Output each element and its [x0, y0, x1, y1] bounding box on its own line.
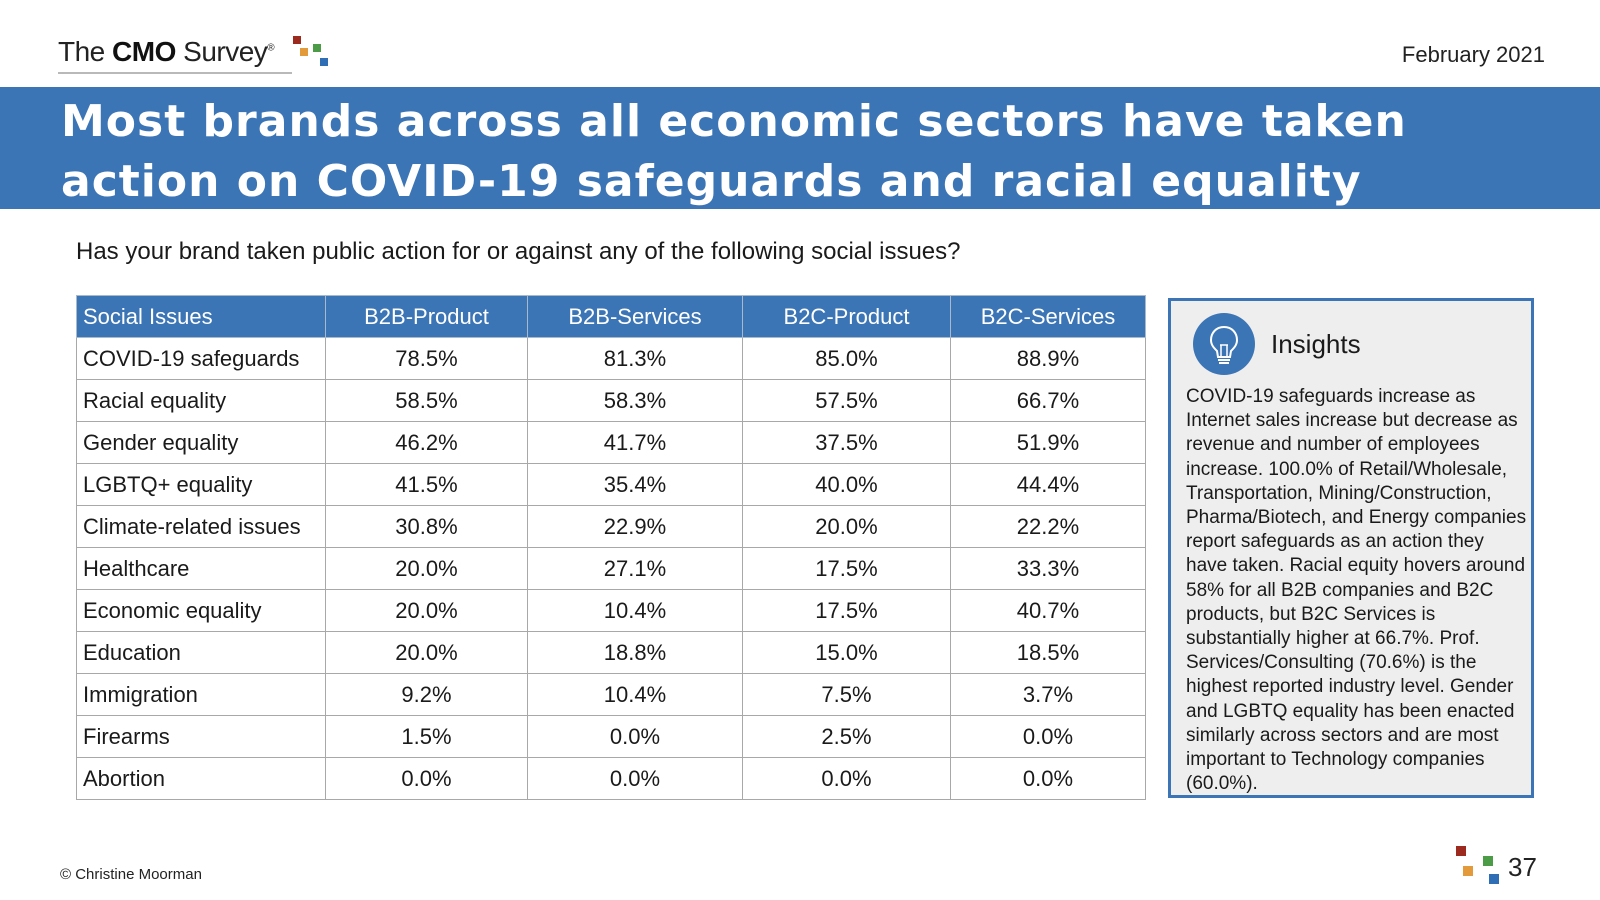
cell-b2c-services: 0.0%: [950, 757, 1146, 800]
table-row: Climate-related issues 30.8% 22.9% 20.0%…: [76, 505, 1146, 548]
table-row: Racial equality 58.5% 58.3% 57.5% 66.7%: [76, 379, 1146, 422]
cell-b2b-services: 81.3%: [527, 337, 743, 380]
cell-b2b-product: 20.0%: [325, 547, 528, 590]
table-row: Firearms 1.5% 0.0% 2.5% 0.0%: [76, 715, 1146, 758]
cell-b2c-product: 0.0%: [742, 757, 951, 800]
cell-b2b-product: 30.8%: [325, 505, 528, 548]
cell-b2c-services: 88.9%: [950, 337, 1146, 380]
footer-square-blue: [1489, 874, 1499, 884]
cell-b2c-product: 7.5%: [742, 673, 951, 716]
cell-b2b-services: 27.1%: [527, 547, 743, 590]
header-b2c-services: B2C-Services: [950, 295, 1146, 338]
cell-b2c-product: 2.5%: [742, 715, 951, 758]
table-row: Abortion 0.0% 0.0% 0.0% 0.0%: [76, 757, 1146, 800]
header-social-issues: Social Issues: [76, 295, 326, 338]
cell-b2c-services: 33.3%: [950, 547, 1146, 590]
title-band: [0, 87, 1600, 209]
issue-name: Gender equality: [76, 421, 326, 464]
cell-b2b-product: 20.0%: [325, 631, 528, 674]
cell-b2c-product: 37.5%: [742, 421, 951, 464]
cell-b2b-services: 22.9%: [527, 505, 743, 548]
cell-b2c-product: 20.0%: [742, 505, 951, 548]
table-row: Economic equality 20.0% 10.4% 17.5% 40.7…: [76, 589, 1146, 632]
cell-b2b-services: 10.4%: [527, 673, 743, 716]
cell-b2b-services: 18.8%: [527, 631, 743, 674]
logo-registered-mark: ®: [267, 42, 275, 54]
cell-b2c-services: 40.7%: [950, 589, 1146, 632]
cell-b2c-product: 17.5%: [742, 589, 951, 632]
report-date: February 2021: [1401, 42, 1545, 67]
header-b2b-services: B2B-Services: [527, 295, 743, 338]
cell-b2b-product: 9.2%: [325, 673, 528, 716]
table-row: Healthcare 20.0% 27.1% 17.5% 33.3%: [76, 547, 1146, 590]
insights-panel: Insights COVID-19 safeguards increase as…: [1168, 298, 1534, 798]
cell-b2b-product: 0.0%: [325, 757, 528, 800]
issue-name: Healthcare: [76, 547, 326, 590]
issue-name: COVID-19 safeguards: [76, 337, 326, 380]
footer-square-green: [1483, 856, 1493, 866]
logo-square-blue: [320, 58, 328, 66]
header-b2c-product: B2C-Product: [742, 295, 951, 338]
issue-name: Abortion: [76, 757, 326, 800]
logo-suffix: Survey: [175, 36, 268, 67]
cell-b2b-product: 41.5%: [325, 463, 528, 506]
logo-prefix: The: [58, 36, 113, 67]
issue-name: Immigration: [76, 673, 326, 716]
table-header-row: Social Issues B2B-Product B2B-Services B…: [76, 295, 1146, 338]
cell-b2b-services: 41.7%: [527, 421, 743, 464]
social-issues-table: Social Issues B2B-Product B2B-Services B…: [76, 295, 1146, 800]
cell-b2c-product: 57.5%: [742, 379, 951, 422]
copyright-notice: © Christine Moorman: [60, 866, 202, 883]
page-number: 37: [1508, 852, 1537, 882]
logo-underline: [58, 72, 292, 74]
issue-name: Economic equality: [76, 589, 326, 632]
logo-square-orange: [300, 48, 308, 56]
insights-title: Insights: [1271, 329, 1361, 359]
lightbulb-icon: [1193, 313, 1255, 375]
cell-b2c-product: 17.5%: [742, 547, 951, 590]
issue-name: Racial equality: [76, 379, 326, 422]
logo-brand: CMO: [112, 36, 176, 67]
cell-b2b-product: 20.0%: [325, 589, 528, 632]
cell-b2b-services: 10.4%: [527, 589, 743, 632]
cell-b2b-product: 58.5%: [325, 379, 528, 422]
cell-b2b-services: 58.3%: [527, 379, 743, 422]
table-row: Education 20.0% 18.8% 15.0% 18.5%: [76, 631, 1146, 674]
table-row: COVID-19 safeguards 78.5% 81.3% 85.0% 88…: [76, 337, 1146, 380]
cell-b2b-product: 1.5%: [325, 715, 528, 758]
table-row: Immigration 9.2% 10.4% 7.5% 3.7%: [76, 673, 1146, 716]
cell-b2c-services: 44.4%: [950, 463, 1146, 506]
survey-question: Has your brand taken public action for o…: [76, 238, 961, 265]
logo-square-red: [293, 36, 301, 44]
cell-b2b-services: 35.4%: [527, 463, 743, 506]
cell-b2b-services: 0.0%: [527, 715, 743, 758]
cell-b2b-product: 46.2%: [325, 421, 528, 464]
cell-b2b-services: 0.0%: [527, 757, 743, 800]
issue-name: Education: [76, 631, 326, 674]
logo-square-green: [313, 44, 321, 52]
cell-b2c-services: 51.9%: [950, 421, 1146, 464]
cell-b2c-services: 22.2%: [950, 505, 1146, 548]
cell-b2c-services: 66.7%: [950, 379, 1146, 422]
cell-b2c-services: 3.7%: [950, 673, 1146, 716]
issue-name: Climate-related issues: [76, 505, 326, 548]
cell-b2c-services: 18.5%: [950, 631, 1146, 674]
cell-b2c-services: 0.0%: [950, 715, 1146, 758]
page-title: Most brands across all economic sectors …: [61, 96, 1407, 207]
logo-text: The CMO Survey®: [58, 36, 275, 68]
issue-name: LGBTQ+ equality: [76, 463, 326, 506]
cell-b2c-product: 85.0%: [742, 337, 951, 380]
table-row: Gender equality 46.2% 41.7% 37.5% 51.9%: [76, 421, 1146, 464]
cell-b2b-product: 78.5%: [325, 337, 528, 380]
cell-b2c-product: 40.0%: [742, 463, 951, 506]
insights-text: COVID-19 safeguards increase as Internet…: [1186, 386, 1527, 795]
table-row: LGBTQ+ equality 41.5% 35.4% 40.0% 44.4%: [76, 463, 1146, 506]
header-b2b-product: B2B-Product: [325, 295, 528, 338]
issue-name: Firearms: [76, 715, 326, 758]
cell-b2c-product: 15.0%: [742, 631, 951, 674]
footer-square-orange: [1463, 866, 1473, 876]
footer-square-red: [1456, 846, 1466, 856]
